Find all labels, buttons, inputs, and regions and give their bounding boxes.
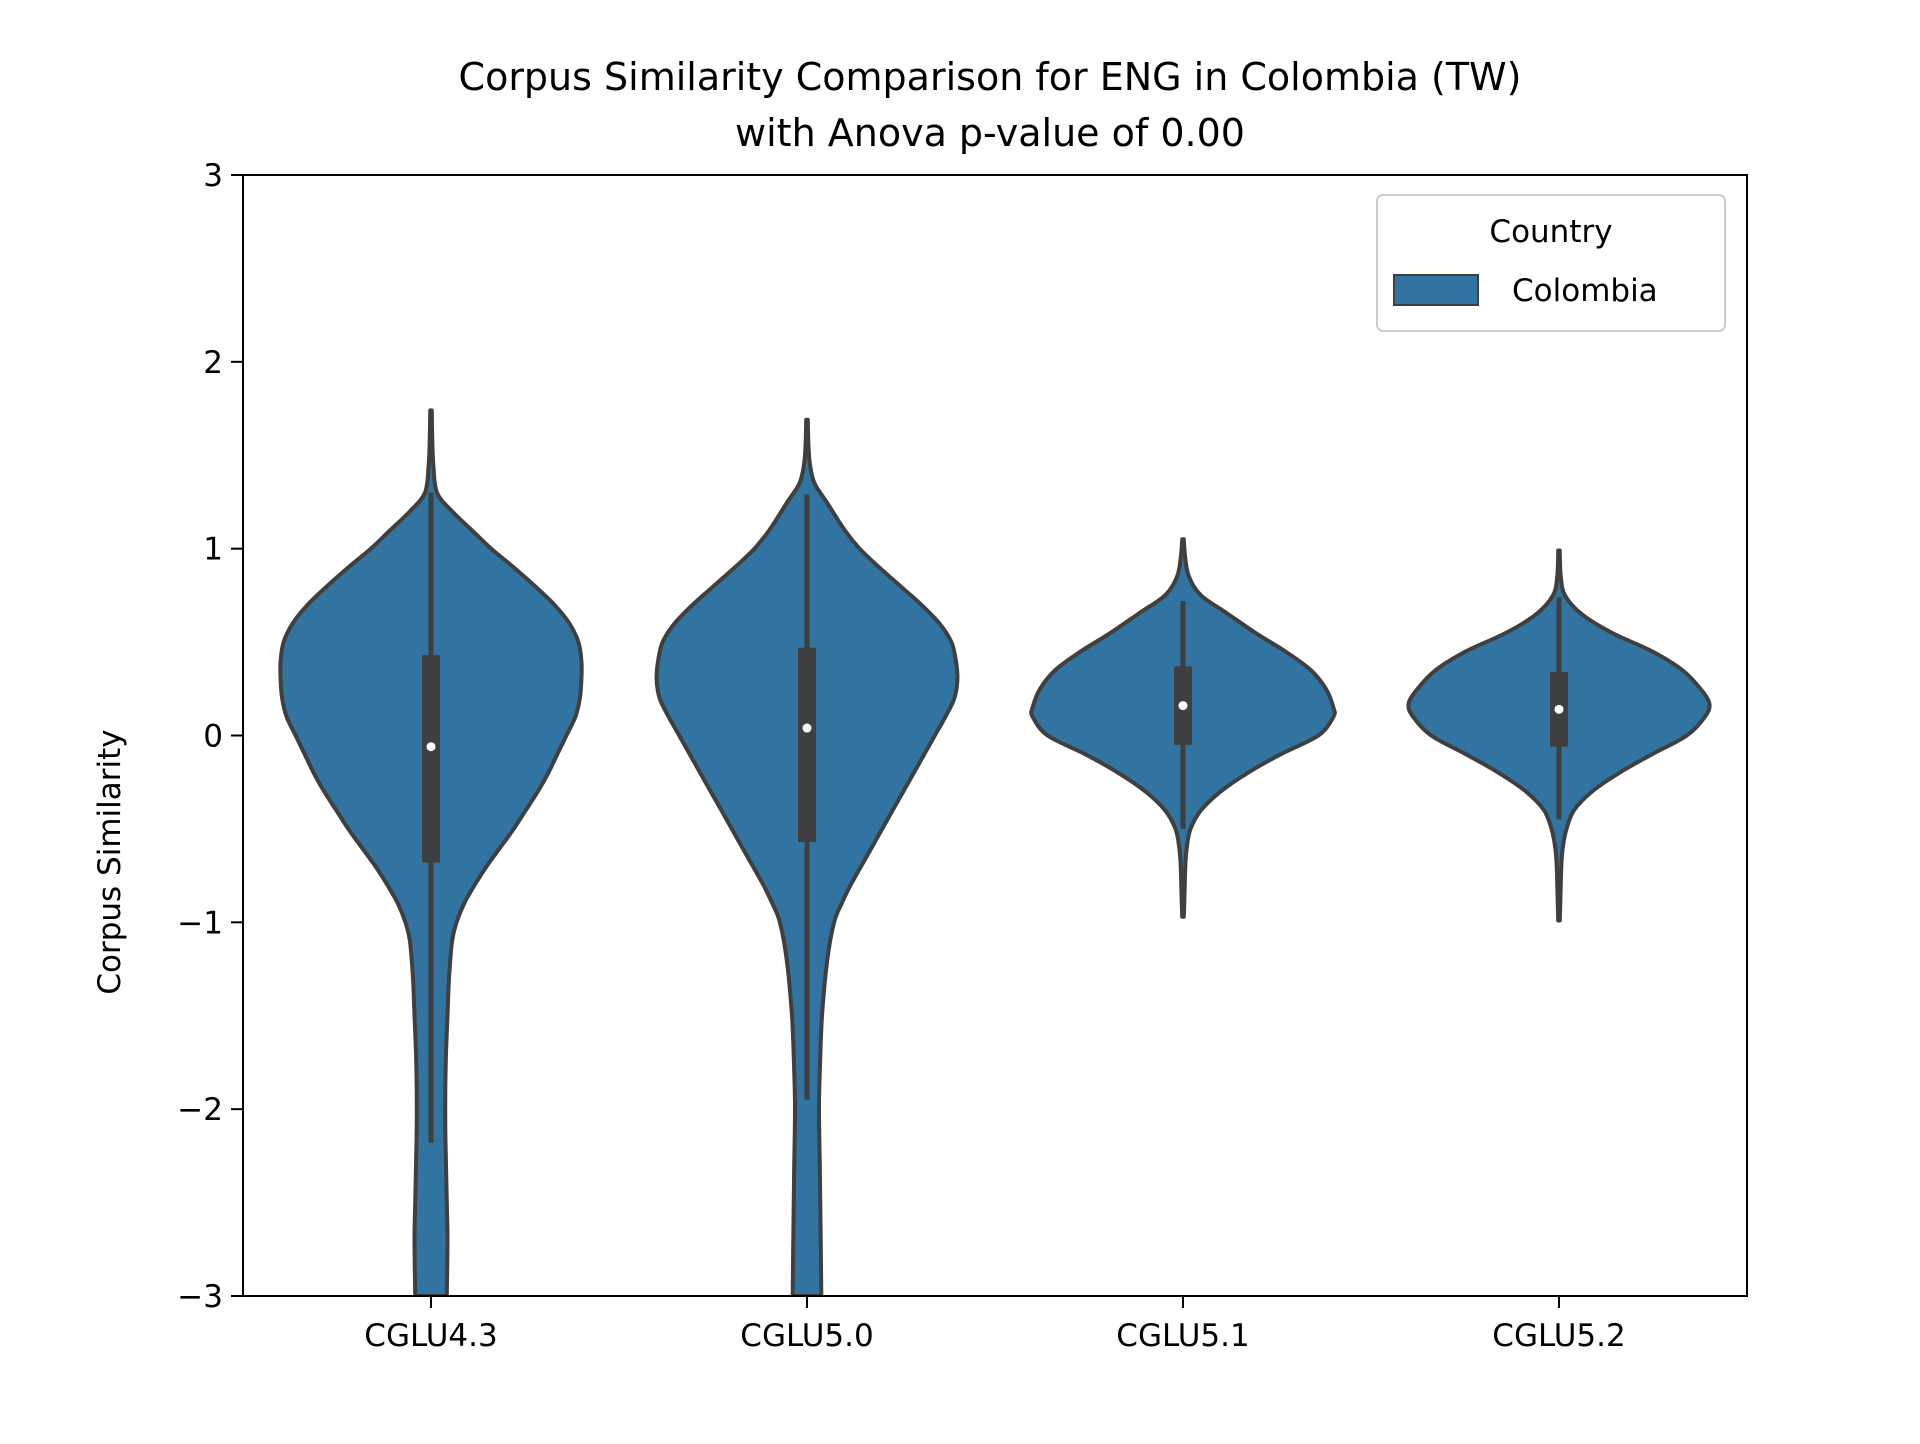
x-tick-label: CGLU5.1 xyxy=(1116,1318,1249,1354)
iqr-box-cglu4.3 xyxy=(422,655,440,863)
y-tick-label: −2 xyxy=(177,1092,223,1128)
violins-layer xyxy=(278,408,1712,1296)
x-tick-label: CGLU4.3 xyxy=(364,1318,497,1354)
y-axis: −3 −2 −1 0 1 2 3 xyxy=(177,158,243,1315)
median-dot-cglu5.1 xyxy=(1178,701,1188,711)
x-tick-label: CGLU5.0 xyxy=(740,1318,873,1354)
y-axis-label: Corpus Similarity xyxy=(92,729,128,994)
y-tick-label: −3 xyxy=(177,1279,223,1315)
chart-title-line1: Corpus Similarity Comparison for ENG in … xyxy=(459,55,1522,99)
iqr-box-cglu5.0 xyxy=(798,647,816,842)
y-tick-label: 0 xyxy=(203,719,223,755)
median-dot-cglu5.0 xyxy=(802,723,812,733)
x-axis: CGLU4.3 CGLU5.0 CGLU5.1 CGLU5.2 xyxy=(364,1296,1626,1354)
legend-swatch-colombia xyxy=(1393,274,1479,306)
y-tick-label: −1 xyxy=(177,905,223,941)
y-tick-label: 1 xyxy=(203,532,223,568)
y-tick-label: 2 xyxy=(203,345,223,381)
y-tick-label: 3 xyxy=(203,158,223,194)
median-dot-cglu5.2 xyxy=(1554,704,1564,714)
x-tick-label: CGLU5.2 xyxy=(1492,1318,1625,1354)
chart-title-line2: with Anova p-value of 0.00 xyxy=(735,111,1245,155)
legend: Country Colombia xyxy=(1376,194,1726,332)
legend-label-colombia: Colombia xyxy=(1512,273,1658,309)
legend-title: Country xyxy=(1489,214,1612,250)
median-dot-cglu4.3 xyxy=(426,742,436,752)
